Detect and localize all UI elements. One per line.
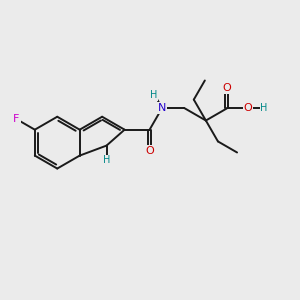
Text: H: H: [150, 90, 158, 100]
Text: N: N: [158, 103, 166, 113]
Text: F: F: [13, 114, 20, 124]
Text: H: H: [260, 103, 268, 113]
Text: O: O: [222, 83, 231, 93]
Text: O: O: [244, 103, 252, 113]
Text: O: O: [145, 146, 154, 156]
Text: H: H: [103, 155, 111, 165]
